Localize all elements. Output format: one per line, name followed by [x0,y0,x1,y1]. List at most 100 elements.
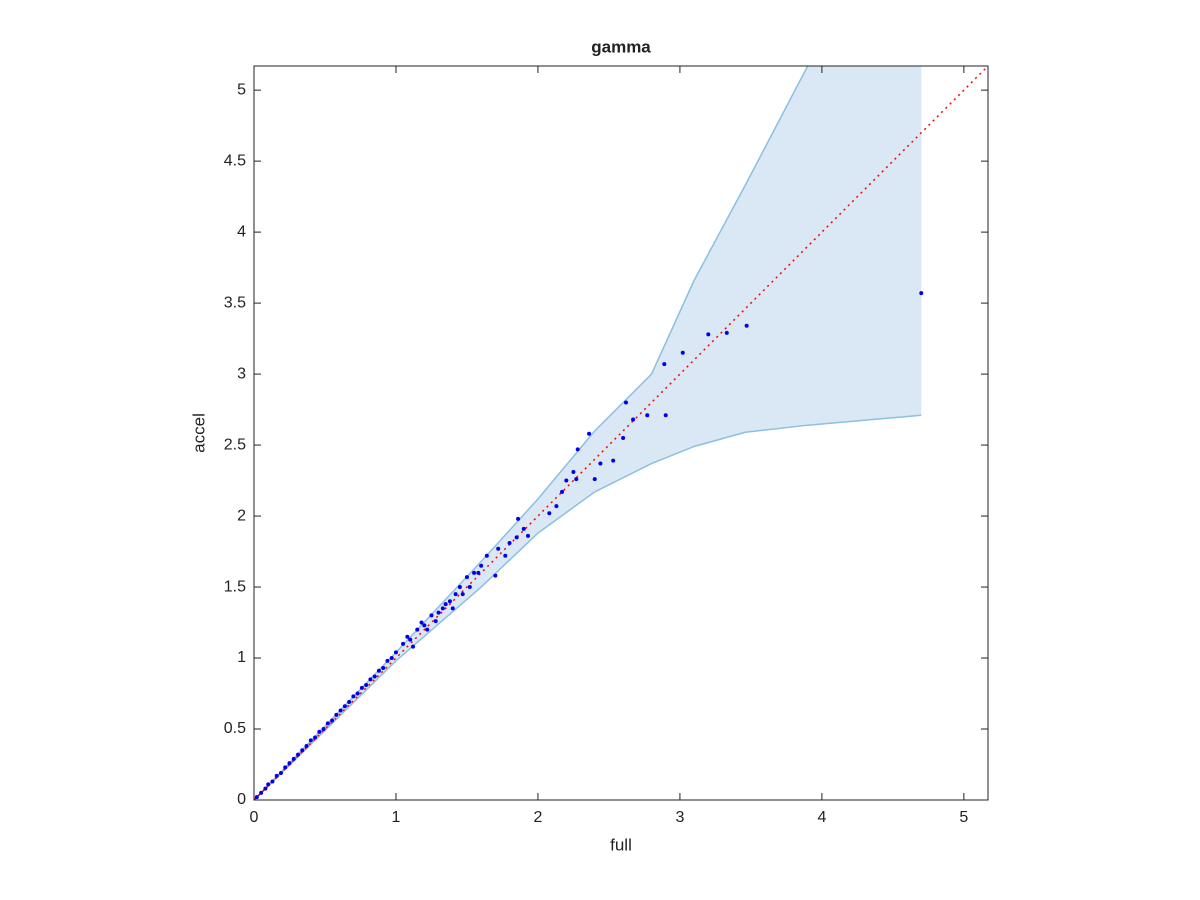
y-tick-label: 2.5 [224,436,246,453]
y-tick-label: 2 [237,507,246,524]
point [574,477,579,482]
x-tick-label: 0 [250,809,259,826]
plot-area [254,66,988,800]
point [351,694,356,699]
point [300,748,305,753]
point [263,786,268,791]
point [440,606,445,611]
point [385,658,390,663]
point [460,592,465,597]
point [645,413,650,418]
reference-line [254,66,988,800]
point [450,606,455,611]
point [296,752,301,757]
y-tick-label: 3 [237,365,246,382]
point [368,677,373,682]
point [408,637,413,642]
y-tick-label: 3.5 [224,294,246,311]
point [283,765,288,770]
point [317,729,322,734]
point [419,620,424,625]
y-tick-label: 4 [237,223,246,240]
point [663,413,668,418]
point [372,674,377,679]
point [623,400,628,405]
x-tick-label: 5 [959,809,968,826]
point [587,431,592,436]
point [411,644,416,649]
point [347,700,352,705]
point [259,790,264,795]
y-tick-label: 1.5 [224,578,246,595]
band-edge [254,66,809,800]
point [706,332,711,337]
point [919,291,924,296]
point [254,795,259,800]
point [744,323,749,328]
x-axis-label: full [610,835,632,854]
chart-title: gamma [591,37,651,56]
point [338,708,343,713]
point [560,489,565,494]
point [592,477,597,482]
point [274,773,279,778]
point [381,665,386,670]
point [364,683,369,688]
point [436,610,441,615]
point [514,535,519,540]
point [516,516,521,521]
point [291,756,296,761]
point [429,613,434,618]
point [467,585,472,590]
y-axis-label: accel [189,413,208,453]
point [266,782,271,787]
point [457,585,462,590]
point [621,435,626,440]
point [464,575,469,580]
point [355,691,360,696]
point [401,641,406,646]
x-tick-label: 4 [817,809,826,826]
point [526,533,531,538]
point [453,592,458,597]
point [493,573,498,578]
band-edge [254,414,922,800]
point [330,718,335,723]
point [564,478,569,483]
y-tick-label: 4.5 [224,152,246,169]
point [321,727,326,732]
point [547,511,552,516]
y-tick-label: 1 [237,649,246,666]
y-tick-label: 5 [237,81,246,98]
point [476,570,481,575]
y-tick-label: 0.5 [224,720,246,737]
point [308,738,313,743]
point [342,704,347,709]
point [405,634,410,639]
point [443,602,448,607]
point [503,553,508,558]
point [304,744,309,749]
point [376,668,381,673]
point [631,417,636,422]
axes-box [253,65,989,801]
point [496,546,501,551]
point [484,553,489,558]
point [575,447,580,452]
point [662,362,667,367]
point [472,570,477,575]
point [389,656,394,661]
point [554,504,559,509]
point [425,627,430,632]
point [479,563,484,568]
point [359,685,364,690]
point [287,761,292,766]
point [415,627,420,632]
x-tick-label: 2 [533,809,542,826]
point [598,461,603,466]
point [571,470,576,475]
point [393,650,398,655]
point [611,458,616,463]
